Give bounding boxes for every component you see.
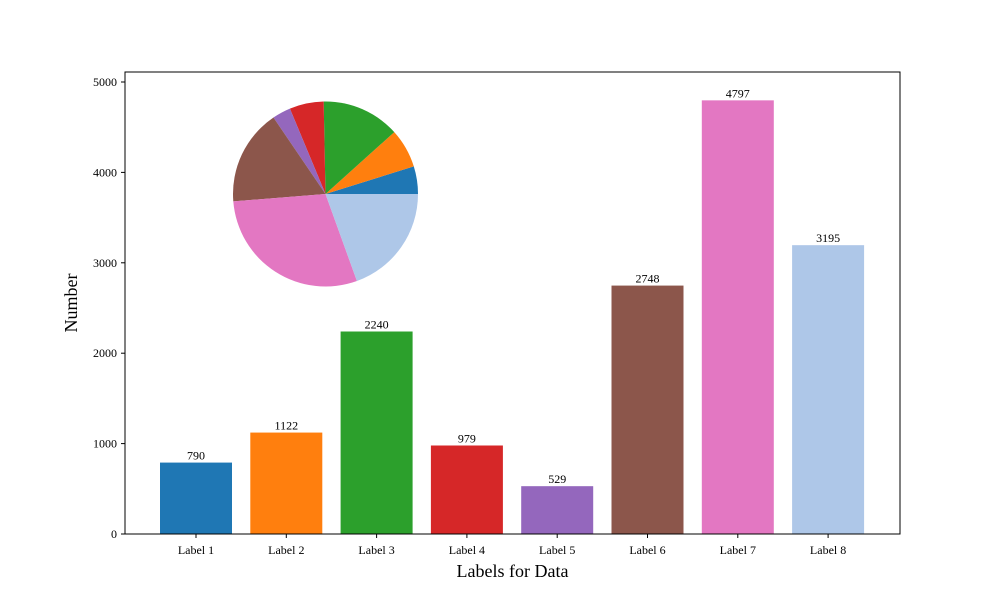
x-tick-label: Label 4: [449, 543, 485, 557]
bar: [792, 245, 865, 534]
bar: [160, 462, 232, 534]
y-tick-label: 5000: [93, 75, 117, 89]
bar-value-label: 529: [548, 472, 566, 486]
pie-slice: [325, 166, 418, 194]
pie-slice: [325, 194, 418, 281]
inset-pie-chart: [232, 101, 418, 287]
bar-value-label: 2748: [636, 272, 660, 286]
pie-slice: [233, 194, 357, 287]
bar-value-label: 3195: [816, 231, 840, 245]
bar-value-labels: 790 1122 2240 979 529 2748 4797 3195: [187, 86, 840, 486]
pie-slice: [232, 117, 326, 202]
x-tick-label: Label 2: [268, 543, 304, 557]
bar: [521, 486, 594, 534]
x-axis-ticks: Label 1 Label 2 Label 3 Label 4 Label 5 Label…: [178, 534, 846, 557]
x-tick-label: Label 6: [629, 543, 665, 557]
x-tick-label: Label 5: [539, 543, 575, 557]
y-tick-label: 2000: [93, 346, 117, 360]
x-tick-label: Label 8: [810, 543, 846, 557]
bar-series: [160, 100, 865, 534]
bar: [611, 285, 684, 534]
bar-value-label: 4797: [726, 86, 750, 100]
y-tick-label: 1000: [93, 437, 117, 451]
pie-slice: [289, 101, 326, 194]
bar: [340, 331, 413, 534]
pie-slice: [325, 132, 414, 194]
y-tick-label: 3000: [93, 256, 117, 270]
bar-value-label: 979: [458, 431, 476, 445]
x-tick-label: Label 7: [720, 543, 756, 557]
pie-slice: [323, 101, 395, 194]
bar-value-label: 790: [187, 449, 205, 463]
x-tick-label: Label 1: [178, 543, 214, 557]
x-axis-title: Labels for Data: [457, 561, 569, 581]
bar: [430, 445, 503, 534]
y-tick-label: 4000: [93, 165, 117, 179]
plot-frame: [124, 71, 901, 535]
y-tick-label: 0: [111, 527, 117, 541]
pie-slice: [273, 108, 326, 194]
y-axis-ticks: 0 1000 2000 3000 4000 5000: [93, 75, 125, 541]
bar-value-label: 1122: [275, 419, 299, 433]
bar: [701, 100, 774, 534]
x-tick-label: Label 3: [358, 543, 394, 557]
bar-value-label: 2240: [365, 318, 389, 332]
y-axis-title: Number: [61, 274, 81, 333]
bar: [250, 432, 323, 534]
